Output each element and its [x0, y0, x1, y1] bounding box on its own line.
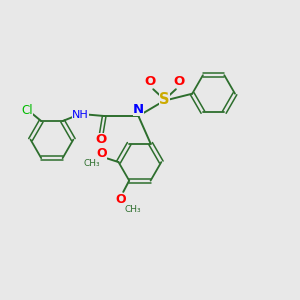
- Text: N: N: [133, 103, 144, 116]
- Text: S: S: [159, 92, 170, 107]
- Text: O: O: [144, 75, 155, 88]
- Text: O: O: [115, 193, 126, 206]
- Text: Cl: Cl: [22, 104, 33, 117]
- Text: O: O: [174, 75, 185, 88]
- Text: CH₃: CH₃: [83, 159, 100, 168]
- Text: NH: NH: [72, 110, 89, 119]
- Text: O: O: [96, 147, 107, 160]
- Text: O: O: [96, 133, 107, 146]
- Text: CH₃: CH₃: [124, 205, 141, 214]
